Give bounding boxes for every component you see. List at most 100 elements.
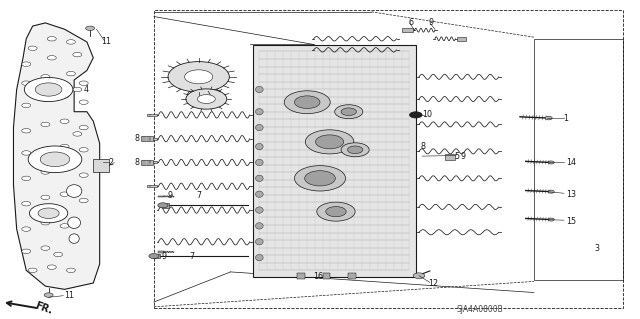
Circle shape bbox=[60, 119, 69, 123]
Circle shape bbox=[54, 252, 63, 257]
Text: 9: 9 bbox=[429, 19, 434, 27]
Ellipse shape bbox=[255, 175, 263, 182]
Circle shape bbox=[305, 130, 354, 154]
Circle shape bbox=[294, 166, 346, 191]
Circle shape bbox=[22, 81, 31, 85]
Ellipse shape bbox=[255, 207, 263, 213]
Circle shape bbox=[548, 161, 554, 164]
Ellipse shape bbox=[255, 86, 263, 93]
Text: FR.: FR. bbox=[34, 300, 54, 316]
Text: 12: 12 bbox=[429, 278, 438, 287]
Text: 11: 11 bbox=[65, 291, 74, 300]
Circle shape bbox=[60, 192, 69, 197]
Bar bbox=[141, 137, 153, 141]
Circle shape bbox=[41, 170, 50, 174]
Bar bbox=[141, 160, 153, 165]
Ellipse shape bbox=[255, 255, 263, 261]
Circle shape bbox=[67, 71, 76, 76]
Ellipse shape bbox=[255, 223, 263, 229]
Text: 11: 11 bbox=[102, 37, 111, 47]
Circle shape bbox=[47, 265, 56, 269]
Circle shape bbox=[60, 167, 69, 171]
Text: 6: 6 bbox=[408, 19, 413, 27]
Circle shape bbox=[79, 81, 88, 85]
Text: 14: 14 bbox=[566, 158, 576, 167]
Circle shape bbox=[22, 62, 31, 66]
Circle shape bbox=[41, 220, 50, 225]
Text: 1: 1 bbox=[563, 114, 568, 122]
Circle shape bbox=[60, 145, 69, 149]
Circle shape bbox=[60, 224, 69, 228]
Bar bbox=[93, 159, 109, 172]
Circle shape bbox=[79, 125, 88, 130]
Circle shape bbox=[335, 105, 363, 119]
Circle shape bbox=[24, 78, 73, 101]
Text: 8: 8 bbox=[421, 142, 426, 151]
Circle shape bbox=[47, 56, 56, 60]
Text: 10: 10 bbox=[422, 110, 432, 119]
Bar bbox=[457, 37, 466, 41]
Bar bbox=[534, 39, 623, 280]
Circle shape bbox=[284, 91, 330, 114]
Bar bbox=[162, 203, 170, 208]
Circle shape bbox=[548, 218, 554, 221]
Ellipse shape bbox=[255, 108, 263, 115]
Circle shape bbox=[410, 112, 422, 118]
Bar bbox=[297, 273, 305, 279]
Circle shape bbox=[86, 26, 95, 31]
Text: 2: 2 bbox=[108, 158, 113, 167]
Circle shape bbox=[317, 202, 355, 221]
Bar bbox=[348, 273, 356, 279]
Circle shape bbox=[47, 37, 56, 41]
Circle shape bbox=[341, 143, 369, 157]
Text: 8: 8 bbox=[135, 134, 140, 143]
Circle shape bbox=[548, 190, 554, 193]
Circle shape bbox=[41, 195, 50, 200]
Text: 7: 7 bbox=[189, 252, 194, 261]
Ellipse shape bbox=[255, 124, 263, 131]
Circle shape bbox=[60, 94, 69, 98]
Circle shape bbox=[316, 135, 344, 149]
Circle shape bbox=[22, 202, 31, 206]
Bar bbox=[159, 196, 164, 197]
Circle shape bbox=[545, 116, 552, 120]
Polygon shape bbox=[13, 23, 100, 289]
Bar bbox=[153, 254, 161, 258]
Ellipse shape bbox=[255, 239, 263, 245]
Bar bbox=[402, 28, 413, 33]
Circle shape bbox=[73, 132, 82, 136]
Text: 7: 7 bbox=[196, 191, 202, 200]
Circle shape bbox=[67, 40, 76, 44]
Bar bbox=[253, 45, 416, 277]
Circle shape bbox=[197, 95, 215, 103]
Circle shape bbox=[294, 96, 320, 108]
Circle shape bbox=[79, 173, 88, 177]
Circle shape bbox=[149, 254, 159, 259]
Circle shape bbox=[41, 148, 50, 152]
Circle shape bbox=[22, 103, 31, 108]
Circle shape bbox=[326, 207, 346, 217]
Circle shape bbox=[28, 146, 82, 173]
Circle shape bbox=[29, 204, 68, 223]
Ellipse shape bbox=[255, 191, 263, 197]
Circle shape bbox=[186, 89, 227, 109]
Text: 3: 3 bbox=[595, 244, 600, 253]
Circle shape bbox=[41, 122, 50, 127]
Text: 16: 16 bbox=[314, 272, 324, 281]
Circle shape bbox=[79, 100, 88, 104]
Circle shape bbox=[341, 108, 356, 115]
Circle shape bbox=[413, 273, 425, 278]
Bar bbox=[147, 114, 157, 116]
Text: 4: 4 bbox=[84, 85, 89, 94]
Text: 9: 9 bbox=[168, 191, 173, 200]
Ellipse shape bbox=[255, 159, 263, 166]
Circle shape bbox=[184, 70, 212, 84]
Circle shape bbox=[348, 146, 363, 153]
Text: SJA4A0800B: SJA4A0800B bbox=[456, 306, 503, 315]
Circle shape bbox=[22, 227, 31, 231]
Circle shape bbox=[67, 268, 76, 272]
Bar bbox=[445, 153, 455, 160]
Circle shape bbox=[28, 268, 37, 272]
Text: 13: 13 bbox=[566, 190, 576, 199]
Ellipse shape bbox=[255, 144, 263, 150]
